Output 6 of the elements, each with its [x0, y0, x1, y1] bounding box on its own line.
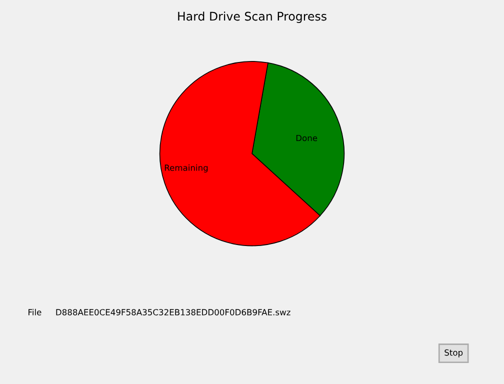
slice-label: Done — [296, 134, 318, 142]
slice-label: Remaining — [164, 164, 208, 172]
chart-title: Hard Drive Scan Progress — [178, 12, 326, 23]
text: Stop — [444, 349, 463, 358]
text: D888AEE0CE49F58A35C32EB138EDD00F0D6B9FAE.swz — [56, 309, 290, 316]
text: File — [28, 308, 42, 316]
